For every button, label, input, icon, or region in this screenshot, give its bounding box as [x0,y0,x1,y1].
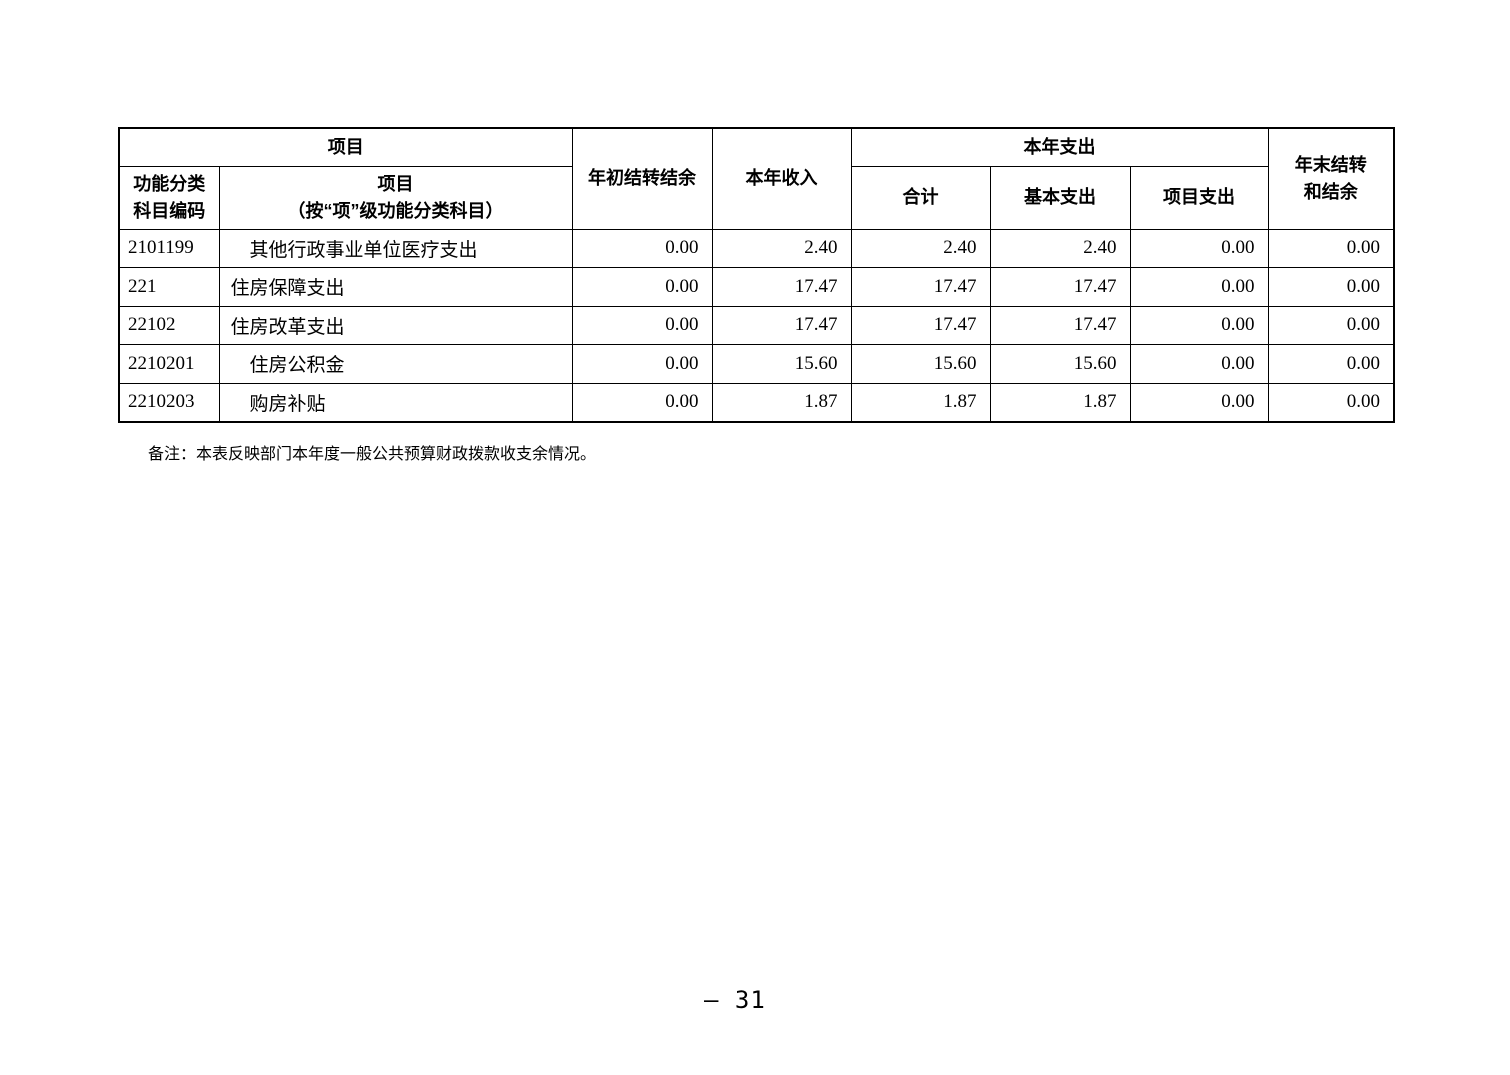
cell-current-income: 17.47 [711,267,852,307]
cell-yearend-balance: 0.00 [1267,228,1395,268]
table-row: 2101199 其他行政事业单位医疗支出 0.00 2.40 2.40 2.40… [118,228,1395,268]
cell-function-code: 2210203 [118,382,220,422]
cell-project-expense: 0.00 [1129,305,1269,345]
cell-item-name: 住房公积金 [218,344,573,384]
cell-expense-total: 15.60 [850,344,991,384]
header-project-item: 项目 （按“项”级功能分类科目） [218,165,573,230]
cell-expense-total: 17.47 [850,267,991,307]
cell-current-income: 2.40 [711,228,852,268]
header-row-sub: 功能分类 科目编码 项目 （按“项”级功能分类科目） 合计 基本支出 项目支出 [118,165,1394,230]
cell-current-income: 1.87 [711,382,852,422]
cell-current-income: 15.60 [711,344,852,384]
table-row: 2210203 购房补贴 0.00 1.87 1.87 1.87 0.00 0.… [118,382,1395,422]
cell-opening-balance: 0.00 [571,305,713,345]
cell-project-expense: 0.00 [1129,228,1269,268]
header-current-income: 本年收入 [711,127,852,230]
cell-function-code: 2101199 [118,228,220,268]
budget-table: 项目 年初结转结余 本年收入 本年支出 年末结转 和结余 功能分类 科目编码 项… [118,127,1396,423]
header-expense-total: 合计 [850,165,991,230]
header-function-code: 功能分类 科目编码 [118,165,220,230]
cell-project-expense: 0.00 [1129,382,1269,422]
cell-basic-expense: 17.47 [989,267,1131,307]
cell-item-name: 住房改革支出 [218,305,573,345]
cell-yearend-balance: 0.00 [1267,267,1395,307]
cell-expense-total: 1.87 [850,382,991,422]
cell-yearend-balance: 0.00 [1267,305,1395,345]
cell-expense-total: 2.40 [850,228,991,268]
header-project-expense: 项目支出 [1129,165,1269,230]
header-basic-expense: 基本支出 [989,165,1131,230]
table-row: 22102 住房改革支出 0.00 17.47 17.47 17.47 0.00… [118,305,1395,345]
cell-opening-balance: 0.00 [571,382,713,422]
header-row-top: 项目 年初结转结余 本年收入 本年支出 年末结转 和结余 [118,127,1395,230]
cell-basic-expense: 1.87 [989,382,1131,422]
cell-yearend-balance: 0.00 [1267,382,1395,422]
cell-opening-balance: 0.00 [571,267,713,307]
table-row: 221 住房保障支出 0.00 17.47 17.47 17.47 0.00 0… [118,267,1395,307]
cell-opening-balance: 0.00 [571,344,713,384]
cell-project-expense: 0.00 [1129,267,1269,307]
cell-basic-expense: 15.60 [989,344,1131,384]
cell-opening-balance: 0.00 [571,228,713,268]
header-yearend-balance: 年末结转 和结余 [1267,127,1395,230]
cell-item-name: 其他行政事业单位医疗支出 [218,228,573,268]
table-note: 备注：本表反映部门本年度一般公共预算财政拨款收支余情况。 [148,446,597,463]
cell-current-income: 17.47 [711,305,852,345]
cell-expense-total: 17.47 [850,305,991,345]
cell-yearend-balance: 0.00 [1267,344,1395,384]
cell-item-name: 购房补贴 [218,382,573,422]
cell-function-code: 221 [118,267,220,307]
cell-function-code: 22102 [118,305,220,345]
header-project-group: 项目 [118,127,573,167]
header-opening-balance: 年初结转结余 [571,127,713,230]
cell-basic-expense: 2.40 [989,228,1131,268]
cell-basic-expense: 17.47 [989,305,1131,345]
cell-project-expense: 0.00 [1129,344,1269,384]
table-row: 2210201 住房公积金 0.00 15.60 15.60 15.60 0.0… [118,344,1395,384]
page-number: – 31 [704,986,766,1014]
cell-function-code: 2210201 [118,344,220,384]
header-expense-group: 本年支出 [850,127,1269,167]
cell-item-name: 住房保障支出 [218,267,573,307]
